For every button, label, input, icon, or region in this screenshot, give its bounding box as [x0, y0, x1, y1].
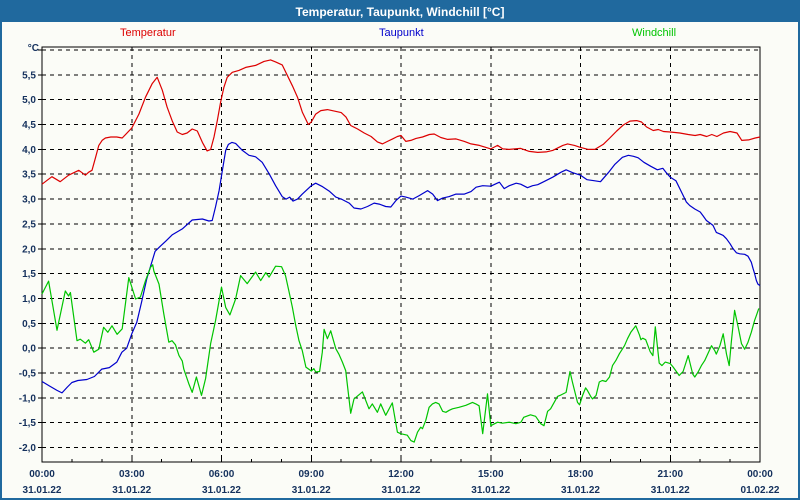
x-tick-date-label: 31.01.22 [202, 485, 241, 496]
y-tick-label: 4,5 [22, 120, 36, 131]
y-tick-label: -1,5 [19, 418, 37, 429]
window-titlebar: Temperatur, Taupunkt, Windchill [°C] [2, 2, 798, 22]
x-tick-time-label: 00:00 [29, 469, 55, 480]
chart-title: Temperatur, Taupunkt, Windchill [°C] [295, 5, 505, 19]
y-tick-label: 2,5 [22, 219, 36, 230]
series-line-taupunkt [41, 141, 761, 394]
y-tick-label: 4,0 [22, 145, 36, 156]
x-tick-date-label: 31.01.22 [651, 485, 690, 496]
x-tick-time-label: 09:00 [298, 469, 324, 480]
y-tick-label: -0,5 [19, 369, 37, 380]
x-tick-time-label: 18:00 [568, 469, 594, 480]
x-tick-date-label: 31.01.22 [471, 485, 510, 496]
x-tick-time-label: 03:00 [119, 469, 145, 480]
x-tick-time-label: 06:00 [209, 469, 235, 480]
y-tick-label: -1,0 [19, 393, 37, 404]
legend-item-windchill: Windchill [632, 27, 677, 39]
x-tick-date-label: 31.01.22 [112, 485, 151, 496]
y-tick-label: 5,0 [22, 95, 36, 106]
series-line-windchill [41, 264, 760, 443]
y-tick-label: 0,5 [22, 319, 36, 330]
legend-item-temperatur: Temperatur [120, 27, 176, 39]
y-axis-unit-label: °C [28, 43, 39, 54]
x-tick-date-label: 31.01.22 [382, 485, 421, 496]
y-tick-label: 2,0 [22, 244, 36, 255]
x-tick-date-label: 01.02.22 [741, 485, 780, 496]
y-tick-label: 1,0 [22, 294, 36, 305]
y-tick-label: 5,5 [22, 70, 36, 81]
y-tick-label: 0,0 [22, 344, 36, 355]
x-tick-date-label: 31.01.22 [292, 485, 331, 496]
x-tick-time-label: 12:00 [388, 469, 414, 480]
x-tick-time-label: 21:00 [657, 469, 683, 480]
y-tick-label: 3,5 [22, 170, 36, 181]
x-tick-time-label: 15:00 [478, 469, 504, 480]
x-tick-date-label: 31.01.22 [23, 485, 62, 496]
x-tick-time-label: 00:00 [747, 469, 773, 480]
y-tick-label: 3,0 [22, 195, 36, 206]
plot-border [41, 46, 761, 463]
legend-item-taupunkt: Taupunkt [379, 27, 424, 39]
x-tick-date-label: 31.01.22 [561, 485, 600, 496]
series-line-temperatur [41, 59, 761, 185]
y-tick-label: 1,5 [22, 269, 36, 280]
y-tick-label: -2,0 [19, 443, 37, 454]
